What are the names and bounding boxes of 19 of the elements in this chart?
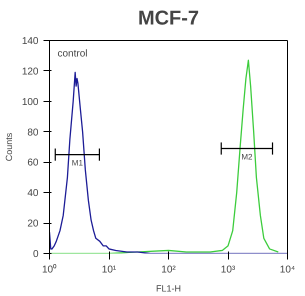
x-tick-label: 10³ <box>220 264 236 276</box>
y-axis-title: Counts <box>4 132 14 162</box>
chart-title: MCF-7 <box>138 8 200 30</box>
y-tick-label: 140 <box>22 36 39 47</box>
y-tick-label: 120 <box>22 66 39 78</box>
series-label: M1 <box>72 158 84 168</box>
x-tick-label: 10¹ <box>102 264 117 276</box>
y-tick-label: 100 <box>22 96 39 108</box>
y-tick-label: 60 <box>27 158 39 169</box>
y-tick-label: 0 <box>32 249 39 260</box>
x-tick-label: 10² <box>161 264 176 276</box>
x-tick-label: 10⁰ <box>42 264 58 276</box>
x-axis-title: FL1-H <box>156 284 182 294</box>
annotation: control <box>58 48 88 60</box>
y-tick-label: 80 <box>27 127 39 138</box>
y-tick-label: 20 <box>27 218 39 230</box>
y-tick-label: 40 <box>27 188 39 200</box>
x-tick-label: 10⁴ <box>280 264 296 276</box>
series-label: M2 <box>241 152 253 162</box>
